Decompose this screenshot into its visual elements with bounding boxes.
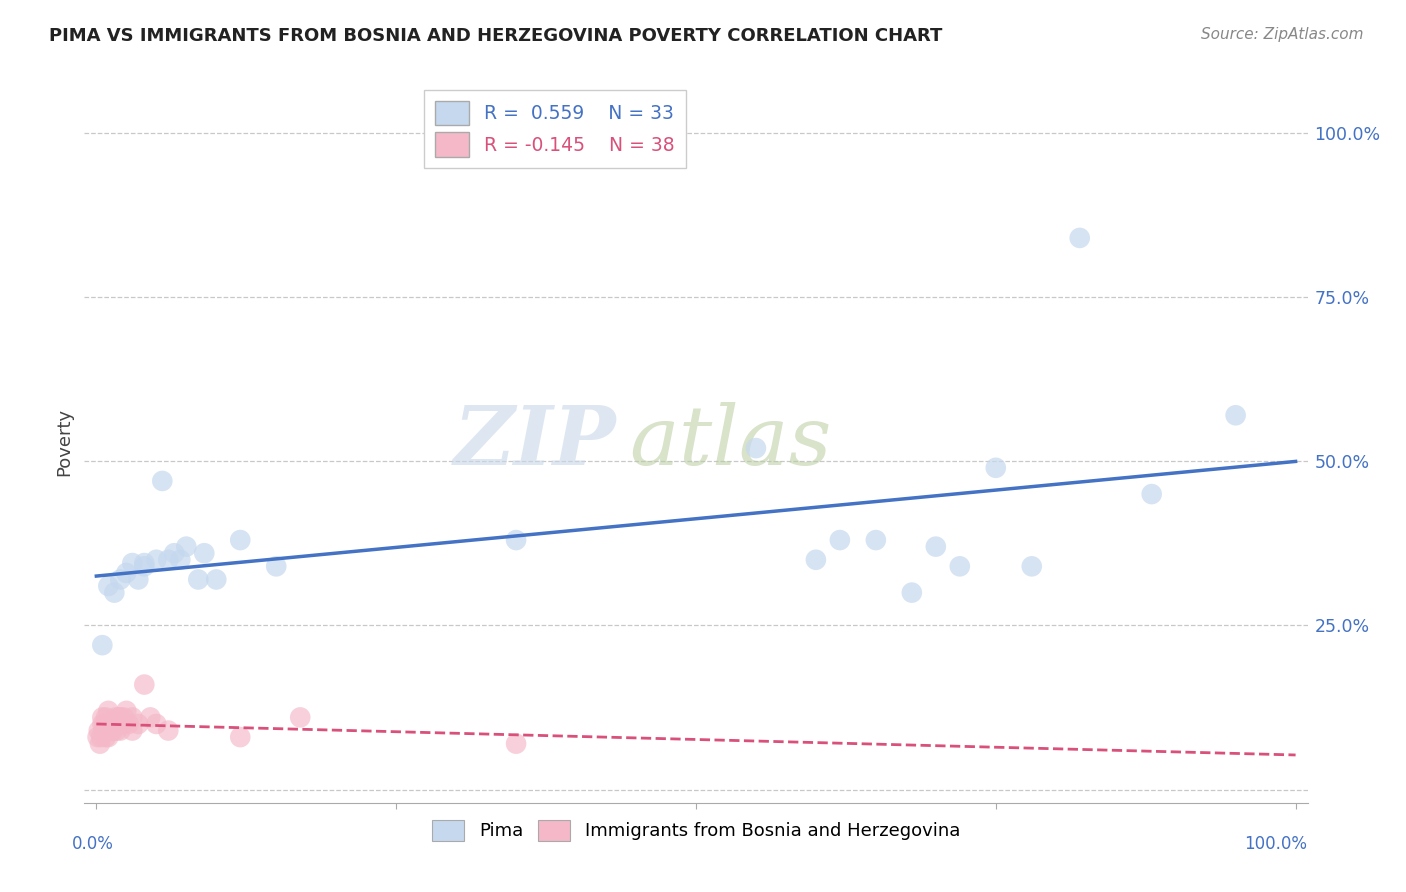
Point <box>264 559 287 574</box>
Point <box>97 730 120 744</box>
Point <box>112 710 135 724</box>
Point <box>139 710 162 724</box>
Point <box>127 573 149 587</box>
Point <box>505 533 527 547</box>
Point <box>103 585 125 599</box>
Point <box>110 573 132 587</box>
Point <box>115 566 138 580</box>
Point <box>94 710 117 724</box>
Text: 100.0%: 100.0% <box>1244 835 1308 854</box>
Point <box>121 723 143 738</box>
Point <box>1069 231 1091 245</box>
Point <box>96 723 118 738</box>
Point <box>104 710 127 724</box>
Point <box>205 573 228 587</box>
Point <box>101 717 124 731</box>
Point <box>115 704 138 718</box>
Text: Source: ZipAtlas.com: Source: ZipAtlas.com <box>1201 27 1364 42</box>
Point <box>949 559 972 574</box>
Point <box>984 460 1007 475</box>
Point <box>157 723 180 738</box>
Point <box>91 717 114 731</box>
Point <box>118 717 141 731</box>
Point <box>1225 409 1247 423</box>
Point <box>105 723 128 738</box>
Point <box>505 737 527 751</box>
Point <box>100 723 122 738</box>
Point <box>174 540 197 554</box>
Point <box>111 717 134 731</box>
Point <box>107 717 129 731</box>
Text: atlas: atlas <box>628 401 831 482</box>
Point <box>163 546 186 560</box>
Point <box>93 723 115 738</box>
Point <box>97 704 120 718</box>
Legend: Pima, Immigrants from Bosnia and Herzegovina: Pima, Immigrants from Bosnia and Herzego… <box>425 813 967 848</box>
Point <box>91 710 114 724</box>
Point <box>94 730 117 744</box>
Point <box>110 723 132 738</box>
Point <box>865 533 887 547</box>
Point <box>134 559 156 574</box>
Point <box>290 710 312 724</box>
Point <box>121 710 143 724</box>
Text: 0.0%: 0.0% <box>72 835 114 854</box>
Point <box>145 553 167 567</box>
Point <box>127 717 149 731</box>
Point <box>804 553 827 567</box>
Point <box>134 556 156 570</box>
Point <box>187 573 209 587</box>
Point <box>110 710 132 724</box>
Y-axis label: Poverty: Poverty <box>55 408 73 475</box>
Text: ZIP: ZIP <box>454 401 616 482</box>
Point <box>169 553 191 567</box>
Point <box>157 553 180 567</box>
Point <box>229 533 252 547</box>
Point <box>93 717 117 731</box>
Point <box>925 540 948 554</box>
Point <box>87 723 110 738</box>
Point <box>91 638 114 652</box>
Point <box>103 717 125 731</box>
Point <box>193 546 215 560</box>
Point <box>86 730 108 744</box>
Point <box>901 585 924 599</box>
Point <box>150 474 173 488</box>
Point <box>90 730 112 744</box>
Point <box>97 717 120 731</box>
Point <box>101 723 124 738</box>
Point <box>134 677 156 691</box>
Point <box>121 556 143 570</box>
Point <box>1021 559 1043 574</box>
Point <box>145 717 167 731</box>
Point <box>229 730 252 744</box>
Point <box>108 710 131 724</box>
Point <box>89 737 111 751</box>
Text: PIMA VS IMMIGRANTS FROM BOSNIA AND HERZEGOVINA POVERTY CORRELATION CHART: PIMA VS IMMIGRANTS FROM BOSNIA AND HERZE… <box>49 27 942 45</box>
Point <box>745 441 768 455</box>
Point <box>1140 487 1163 501</box>
Point <box>828 533 851 547</box>
Point <box>97 579 120 593</box>
